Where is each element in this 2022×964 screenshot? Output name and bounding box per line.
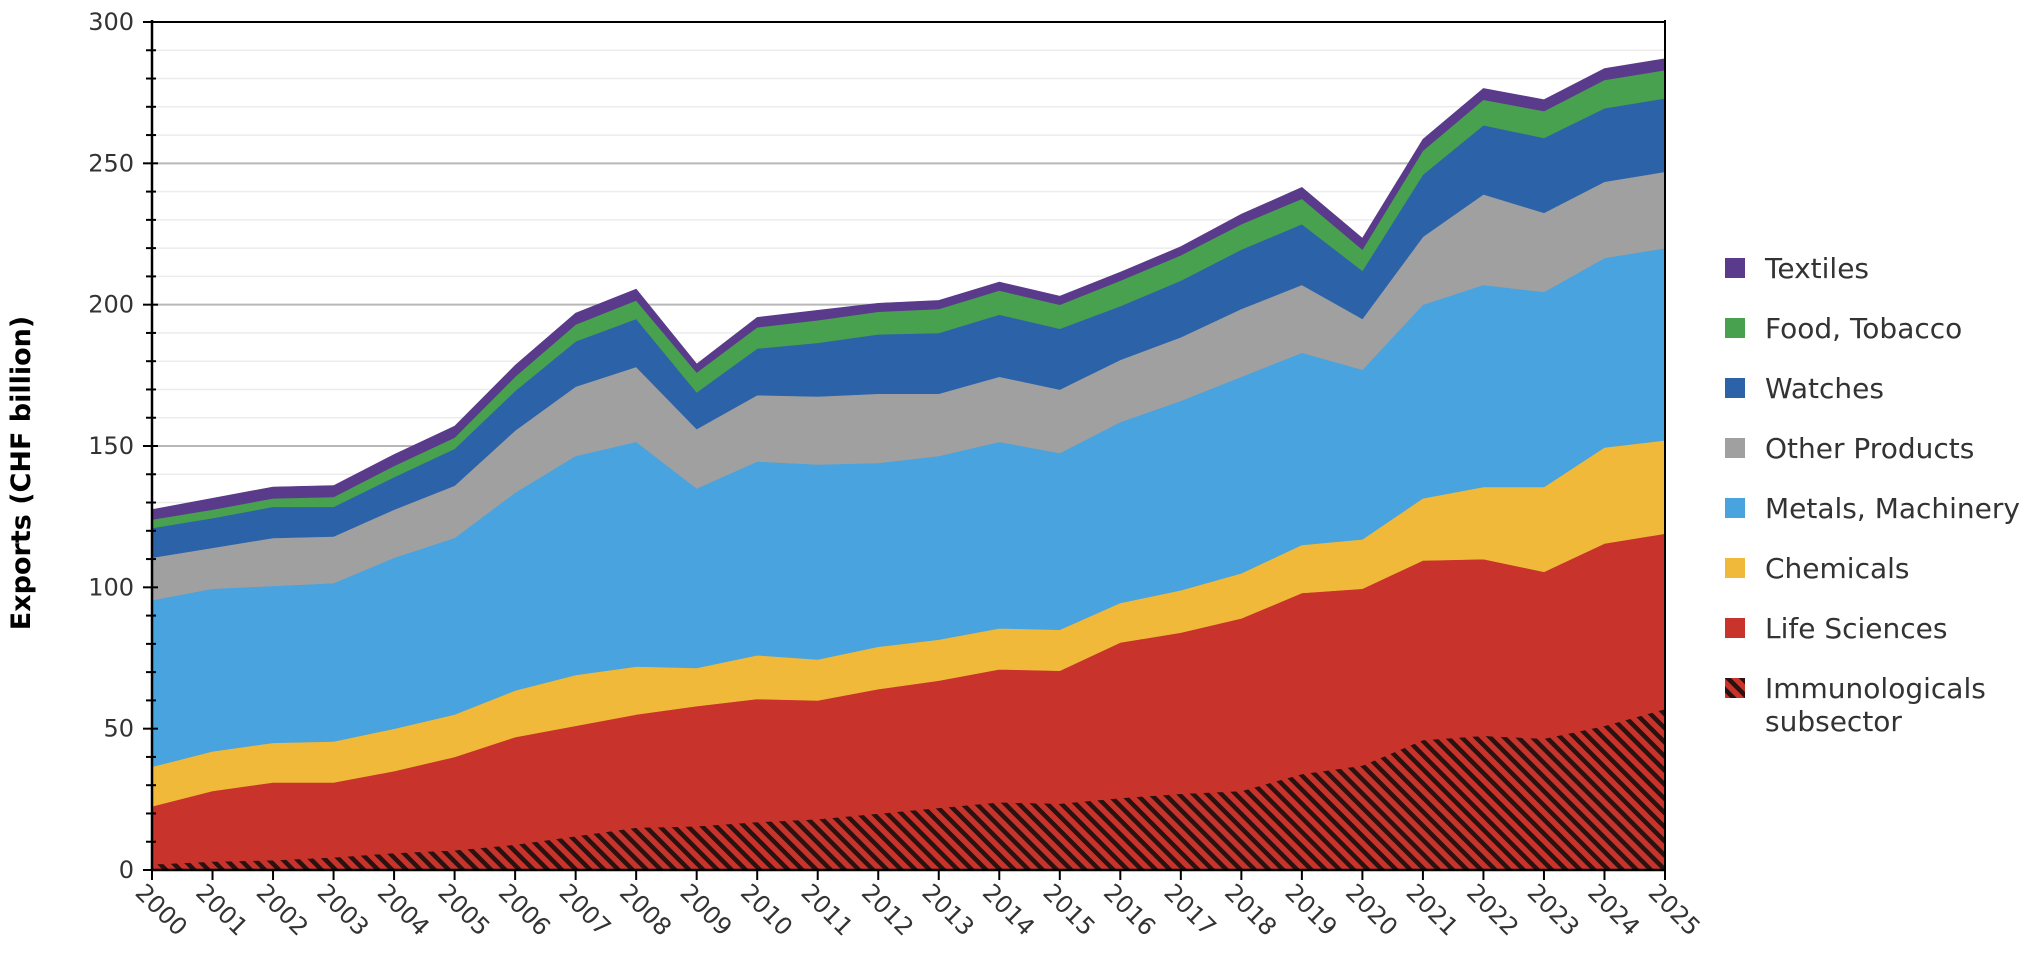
x-tick-label: 2025 bbox=[1643, 878, 1706, 941]
y-tick-label: 300 bbox=[88, 8, 134, 36]
legend-label-watches: Watches bbox=[1765, 372, 1884, 405]
x-tick-label: 2018 bbox=[1219, 878, 1282, 941]
x-tick-label: 2007 bbox=[553, 878, 616, 941]
area-immunologicals-subsector bbox=[152, 708, 1665, 870]
x-tick-label: 2013 bbox=[917, 878, 980, 941]
x-tick-label: 2001 bbox=[190, 878, 253, 941]
legend-swatch-watches bbox=[1725, 378, 1745, 398]
x-tick-label: 2010 bbox=[735, 878, 798, 941]
legend-swatch-immunologicals-subsector bbox=[1725, 678, 1745, 698]
legend-swatch-life-sciences bbox=[1725, 618, 1745, 638]
x-tick-label: 2012 bbox=[856, 878, 919, 941]
y-tick-label: 250 bbox=[88, 149, 134, 177]
x-tick-label: 2017 bbox=[1159, 878, 1222, 941]
area-series bbox=[151, 58, 1666, 870]
legend-label-other-products: Other Products bbox=[1765, 432, 1974, 465]
x-tick-label: 2000 bbox=[130, 878, 193, 941]
legend-label-textiles: Textiles bbox=[1764, 252, 1869, 285]
y-tick-label: 50 bbox=[103, 715, 134, 743]
x-tick-label: 2006 bbox=[493, 878, 556, 941]
x-tick-label: 2021 bbox=[1401, 878, 1464, 941]
y-tick-label: 150 bbox=[88, 432, 134, 460]
legend: Textiles Food, Tobacco Watches Other Produc… bbox=[1725, 252, 2020, 738]
legend-label-food-tobacco: Food, Tobacco bbox=[1765, 312, 1962, 345]
x-tick-label: 2023 bbox=[1522, 878, 1585, 941]
legend-swatch-other-products bbox=[1725, 438, 1745, 458]
y-tick-label: 100 bbox=[88, 573, 134, 601]
x-tick-label: 2020 bbox=[1340, 878, 1403, 941]
legend-swatch-metals-machinery bbox=[1725, 498, 1745, 518]
x-tick-label: 2011 bbox=[795, 878, 858, 941]
y-tick-label: 0 bbox=[119, 856, 134, 884]
x-tick-label: 2024 bbox=[1582, 878, 1645, 941]
y-axis-ticks: 0 50 100 150 200 250 300 bbox=[88, 8, 158, 884]
legend-label-chemicals: Chemicals bbox=[1765, 552, 1910, 585]
legend-swatch-chemicals bbox=[1725, 558, 1745, 578]
legend-swatch-food-tobacco bbox=[1725, 318, 1745, 338]
legend-label-life-sciences: Life Sciences bbox=[1765, 612, 1948, 645]
x-tick-label: 2008 bbox=[614, 878, 677, 941]
legend-label-immunologicals-subsector: Immunologicals subsector bbox=[1765, 672, 1986, 738]
legend-label-metals-machinery: Metals, Machinery bbox=[1765, 492, 2020, 525]
x-tick-label: 2014 bbox=[977, 878, 1040, 941]
y-tick-label: 200 bbox=[88, 291, 134, 319]
x-tick-label: 2002 bbox=[251, 878, 314, 941]
x-tick-label: 2005 bbox=[432, 878, 495, 941]
x-tick-label: 2016 bbox=[1098, 878, 1161, 941]
legend-swatch-textiles bbox=[1725, 258, 1745, 278]
x-tick-label: 2003 bbox=[311, 878, 374, 941]
x-tick-label: 2009 bbox=[674, 878, 737, 941]
x-tick-label: 2004 bbox=[372, 878, 435, 941]
x-axis-ticks: 2000200120022003200420052006200720082009… bbox=[130, 870, 1706, 941]
x-tick-label: 2022 bbox=[1461, 878, 1524, 941]
x-tick-label: 2019 bbox=[1280, 878, 1343, 941]
y-axis-label: Exports (CHF billion) bbox=[6, 316, 37, 630]
x-tick-label: 2015 bbox=[1038, 878, 1101, 941]
